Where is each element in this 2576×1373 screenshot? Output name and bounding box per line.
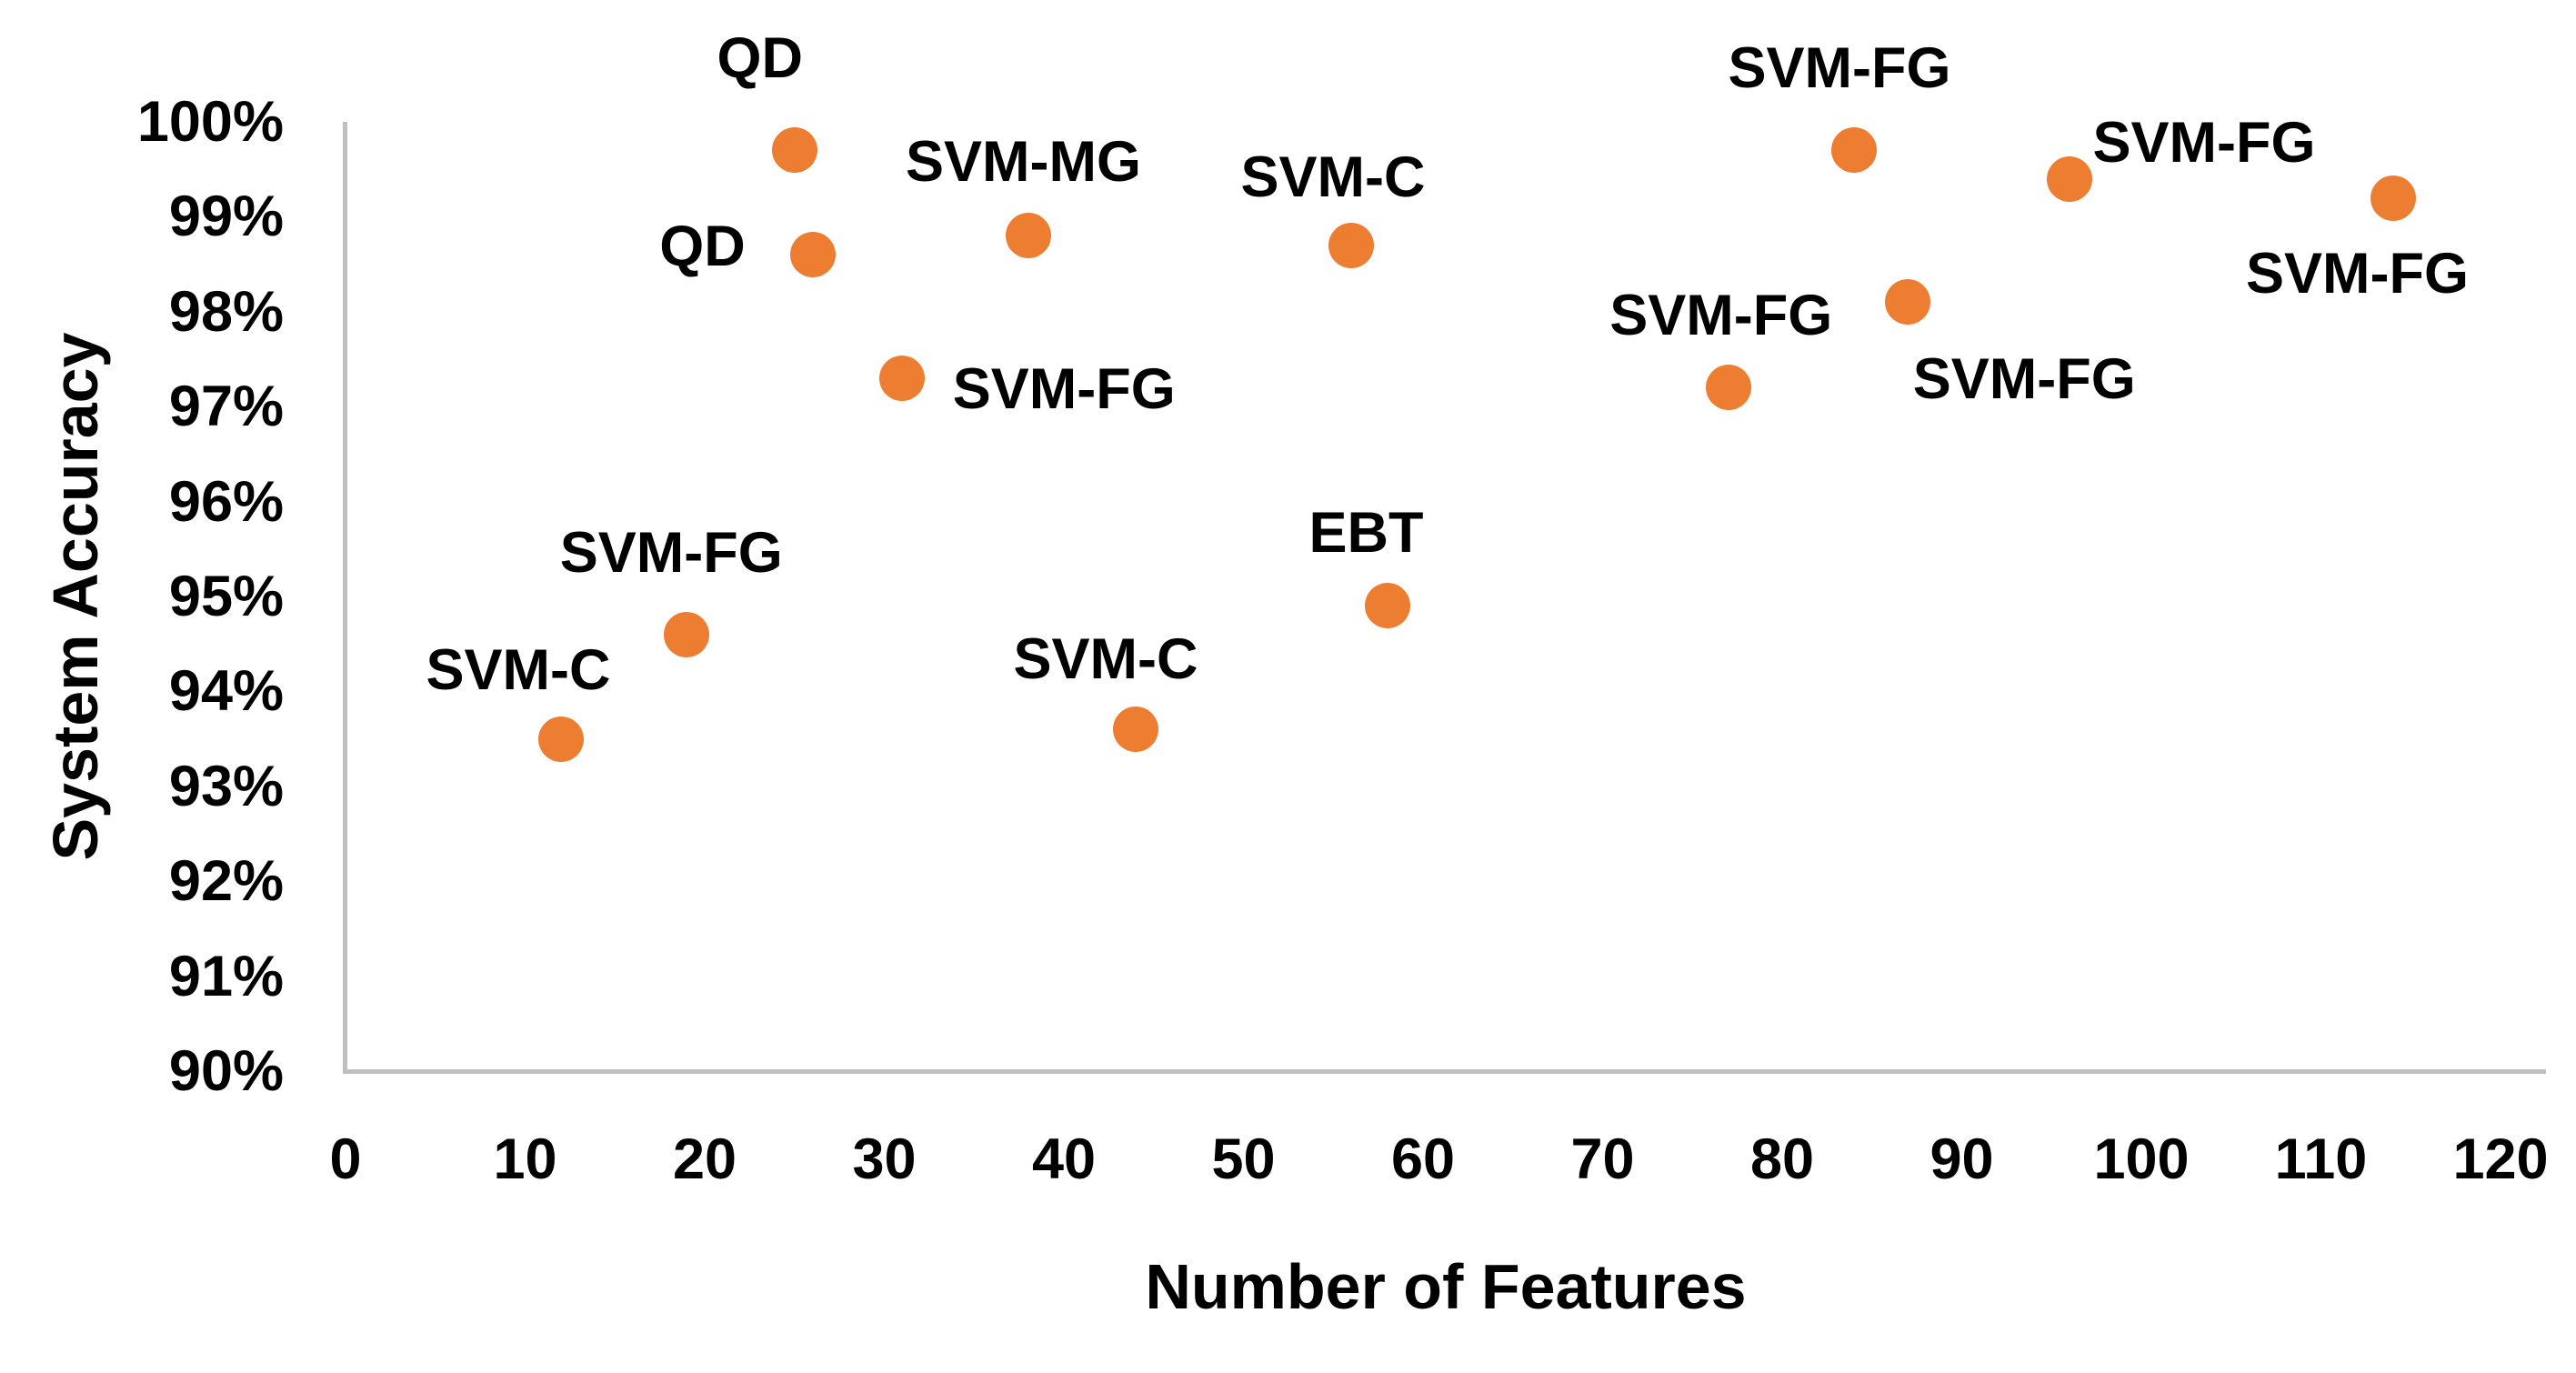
y-tick-label: 90% bbox=[168, 1039, 284, 1103]
x-tick-label: 70 bbox=[1570, 1127, 1635, 1191]
data-point-label: SVM-FG bbox=[1728, 36, 1951, 101]
data-point-label: SVM-FG bbox=[2246, 241, 2469, 306]
x-tick-label: 100 bbox=[2093, 1127, 2190, 1191]
x-tick-label: 0 bbox=[329, 1127, 362, 1191]
data-point-marker bbox=[879, 355, 926, 401]
y-tick-label: 95% bbox=[168, 565, 284, 628]
data-point-label: SVM-MG bbox=[906, 130, 1141, 195]
data-point-label: SVM-FG bbox=[1912, 347, 2136, 412]
data-point-marker bbox=[1113, 707, 1158, 753]
y-tick-label: 94% bbox=[168, 659, 284, 724]
data-point-marker bbox=[771, 127, 817, 174]
data-point-marker bbox=[2370, 175, 2416, 221]
x-axis-title: Number of Features bbox=[1145, 1251, 1747, 1322]
y-tick-label: 93% bbox=[168, 754, 284, 818]
y-tick-label: 99% bbox=[168, 185, 284, 249]
data-point-label: SVM-FG bbox=[952, 356, 1176, 421]
x-tick-label: 120 bbox=[2452, 1127, 2549, 1191]
x-tick-label: 40 bbox=[1031, 1127, 1097, 1191]
y-tick-label: 91% bbox=[168, 944, 284, 1008]
x-tick-label: 110 bbox=[2274, 1127, 2368, 1191]
data-point-marker bbox=[1328, 222, 1374, 268]
y-tick-label: 96% bbox=[168, 469, 284, 534]
data-point-label: SVM-C bbox=[1013, 627, 1198, 692]
data-point-marker bbox=[664, 611, 710, 657]
data-point-marker bbox=[1831, 127, 1877, 174]
data-point-label: SVM-FG bbox=[559, 520, 783, 585]
data-point-marker bbox=[2047, 155, 2092, 202]
data-point-marker bbox=[1705, 365, 1751, 411]
x-tick-label: 10 bbox=[493, 1127, 557, 1191]
y-axis-line bbox=[343, 122, 347, 1074]
data-point-label: EBT bbox=[1308, 501, 1424, 566]
data-point-label: SVM-C bbox=[1240, 145, 1426, 209]
y-tick-label: 97% bbox=[168, 375, 284, 439]
data-point-label: SVM-FG bbox=[1609, 284, 1833, 348]
data-point-marker bbox=[538, 716, 584, 762]
data-point-label: SVM-FG bbox=[2092, 110, 2316, 175]
x-axis-line bbox=[343, 1069, 2546, 1074]
data-point-marker bbox=[1885, 279, 1931, 326]
data-point-marker bbox=[789, 232, 836, 278]
y-tick-label: 100% bbox=[136, 90, 284, 154]
data-point-label: QD bbox=[717, 26, 804, 91]
x-tick-label: 30 bbox=[852, 1127, 917, 1191]
x-tick-label: 60 bbox=[1390, 1127, 1456, 1191]
y-tick-label: 98% bbox=[168, 279, 284, 344]
data-point-label: SVM-C bbox=[426, 637, 611, 702]
x-tick-label: 80 bbox=[1749, 1127, 1815, 1191]
y-tick-label: 92% bbox=[168, 849, 284, 914]
data-point-label: QD bbox=[659, 215, 746, 279]
data-point-marker bbox=[1005, 213, 1051, 259]
data-point-marker bbox=[1364, 583, 1410, 629]
x-tick-label: 20 bbox=[672, 1127, 737, 1191]
x-tick-label: 90 bbox=[1929, 1127, 1994, 1191]
x-tick-label: 50 bbox=[1211, 1127, 1276, 1191]
